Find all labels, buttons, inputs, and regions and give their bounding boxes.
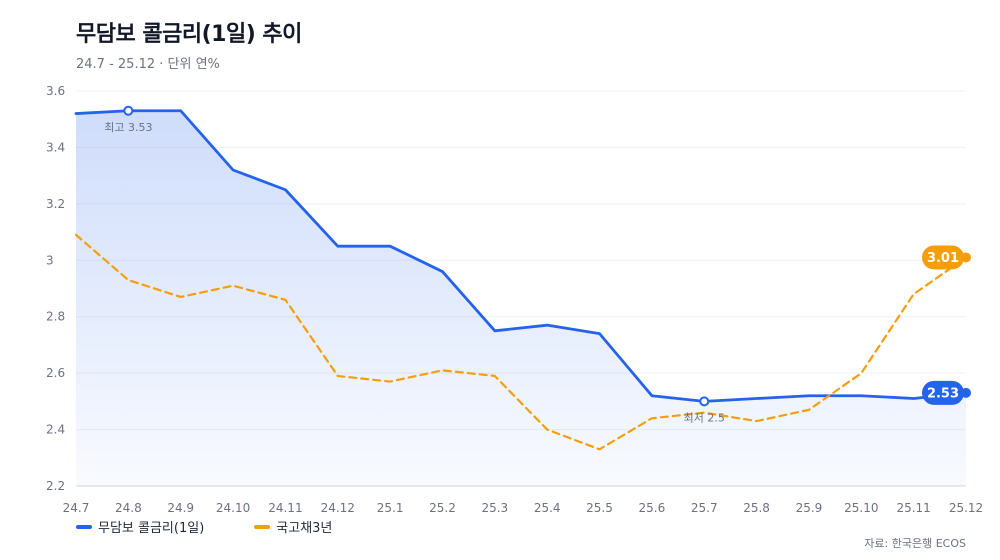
- x-tick-label: 25.11: [896, 501, 930, 515]
- x-tick-label: 25.4: [534, 501, 561, 515]
- legend-item-treasury-3y[interactable]: 국고채3년: [254, 517, 332, 536]
- x-tick-label: 25.6: [639, 501, 666, 515]
- end-value-label: 3.01: [927, 251, 959, 266]
- x-tick-label: 24.11: [268, 501, 302, 515]
- x-tick-label: 25.8: [743, 501, 770, 515]
- y-tick-label: 3.2: [46, 197, 65, 211]
- legend-label-treasury-3y: 국고채3년: [276, 521, 333, 536]
- x-tick-label: 24.12: [321, 501, 355, 515]
- y-tick-label: 2.4: [46, 423, 65, 437]
- y-tick-label: 2.6: [46, 366, 65, 380]
- series-area-call-rate: [76, 110, 966, 486]
- y-tick-label: 3: [46, 253, 54, 267]
- end-value-label: 2.53: [927, 386, 959, 401]
- x-tick-label: 25.2: [429, 501, 456, 515]
- chart-legend: 무담보 콜금리(1일) 국고채3년: [76, 517, 382, 536]
- x-tick-label: 25.7: [691, 501, 718, 515]
- x-tick-label: 24.8: [115, 501, 142, 515]
- annotation-label: 최저 2.5: [684, 411, 725, 424]
- x-tick-label: 25.12: [949, 501, 983, 515]
- x-tick-label: 25.5: [586, 501, 613, 515]
- legend-label-call-rate: 무담보 콜금리(1일): [98, 521, 205, 536]
- y-tick-label: 2.8: [46, 310, 65, 324]
- y-tick-label: 3.4: [46, 140, 65, 154]
- series-line-call-rate: [74, 109, 968, 403]
- end-label-pill: [922, 380, 964, 405]
- chart-title: 무담보 콜금리(1일) 추이: [76, 22, 302, 47]
- y-tick-label: 3.6: [46, 84, 65, 98]
- y-tick-label: 2.2: [46, 479, 65, 493]
- x-tick-label: 24.9: [167, 501, 194, 515]
- series-line-treasury-3y: [74, 233, 968, 451]
- x-tick-label: 25.9: [796, 501, 823, 515]
- x-tick-label: 25.3: [481, 501, 508, 515]
- legend-swatch-call-rate: [76, 524, 92, 529]
- legend-item-call-rate[interactable]: 무담보 콜금리(1일): [76, 517, 204, 536]
- x-tick-label: 24.10: [216, 501, 250, 515]
- source-note: 자료: 한국은행 ECOS: [864, 537, 966, 550]
- x-tick-label: 25.10: [844, 501, 878, 515]
- chart-subtitle: 24.7 - 25.12 · 단위 연%: [76, 57, 220, 72]
- end-label-pill: [922, 245, 964, 270]
- annotation-marker: [123, 105, 134, 116]
- legend-swatch-treasury-3y: [254, 524, 271, 529]
- x-tick-label: 24.7: [63, 501, 90, 515]
- x-tick-label: 25.1: [377, 501, 404, 515]
- annotation-marker: [699, 396, 710, 407]
- annotation-label: 최고 3.53: [104, 121, 152, 134]
